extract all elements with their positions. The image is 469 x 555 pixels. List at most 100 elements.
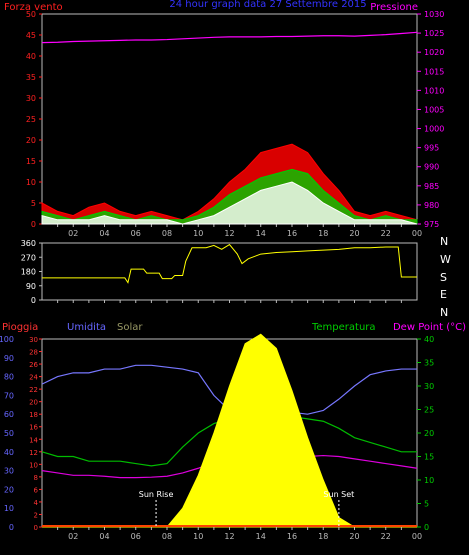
pressure-tick-label: 980 (424, 201, 439, 210)
sun-set-label: Sun Set (323, 490, 354, 499)
temperature-axis-label: Temperatura (311, 322, 376, 333)
wind-tick-label: 50 (26, 10, 36, 19)
temperature-tick-label: 0 (424, 523, 429, 532)
wind-direction-line (42, 243, 417, 284)
wind-tick-label: 40 (26, 52, 36, 61)
wind-tick-label: 5 (31, 199, 36, 208)
rain-tick-label: 20 (29, 399, 38, 407)
humidity-tick-label: 100 (0, 335, 14, 344)
rain-tick-label: 6 (34, 486, 39, 494)
x-tick-label: 22 (381, 229, 391, 238)
temperature-tick-label: 5 (424, 500, 429, 509)
climate-panel: Pioggia Umidita Solar Temperatura Dew Po… (0, 322, 466, 541)
temperature-tick-label: 10 (424, 476, 434, 485)
x-tick-label: 20 (349, 229, 359, 238)
x-tick-label: 04 (99, 229, 109, 238)
rain-tick-label: 14 (29, 436, 38, 444)
x-tick-label: 02 (68, 229, 78, 238)
wind-tick-label: 35 (26, 73, 36, 82)
wind-pressure-panel: Forza vento 24 hour graph data 27 Settem… (4, 0, 444, 238)
temperature-tick-label: 40 (424, 335, 434, 344)
wind-tick-label: 30 (26, 94, 36, 103)
temperature-tick-label: 25 (424, 406, 434, 415)
wind-tick-label: 25 (26, 115, 36, 124)
humidity-tick-label: 80 (4, 373, 14, 382)
pressure-line (41, 31, 418, 44)
temperature-tick-label: 35 (424, 359, 434, 368)
wind-axis-label: Forza vento (4, 2, 63, 13)
humidity-tick-label: 30 (4, 467, 14, 476)
x-tick-label: 08 (162, 532, 172, 541)
x-tick-label: 04 (99, 532, 109, 541)
rain-tick-label: 28 (29, 349, 38, 357)
rain-tick-label: 26 (29, 361, 38, 369)
chart-title: 24 hour graph data 27 Settembre 2015 (169, 0, 366, 10)
humidity-axis-label: Umidita (67, 322, 106, 333)
x-tick-label: 20 (349, 532, 359, 541)
wind-tick-label: 10 (26, 178, 36, 187)
x-tick-label: 12 (224, 532, 234, 541)
humidity-tick-label: 0 (9, 523, 14, 532)
humidity-tick-label: 10 (4, 504, 14, 513)
wind-series-2 (41, 181, 418, 225)
rain-tick-label: 10 (29, 461, 38, 469)
wind-tick-label: 15 (26, 157, 36, 166)
rain-tick-label: 16 (29, 424, 38, 432)
x-tick-label: 22 (381, 532, 391, 541)
temperature-tick-label: 30 (424, 382, 434, 391)
wind-tick-label: 45 (26, 31, 36, 40)
compass-label: E (440, 288, 447, 301)
rain-tick-label: 0 (34, 524, 38, 532)
rain-tick-label: 30 (29, 336, 38, 344)
humidity-tick-label: 40 (4, 448, 14, 457)
pressure-tick-label: 1005 (424, 105, 444, 114)
rain-tick-label: 18 (29, 411, 38, 419)
direction-panel-frame (41, 242, 418, 301)
x-tick-label: 18 (318, 532, 328, 541)
rain-axis-label: Pioggia (2, 322, 38, 333)
direction-tick-label: 180 (21, 268, 36, 277)
solar-axis-label: Solar (117, 322, 143, 333)
humidity-tick-label: 90 (4, 354, 14, 363)
pressure-axis-label: Pressione (370, 2, 418, 13)
x-tick-label: 16 (287, 532, 297, 541)
direction-tick-label: 270 (21, 253, 36, 262)
rain-tick-label: 8 (34, 474, 38, 482)
compass-label: S (440, 271, 447, 284)
x-tick-label: 02 (68, 532, 78, 541)
pressure-tick-label: 975 (424, 220, 439, 229)
pressure-tick-label: 995 (424, 144, 439, 153)
rain-tick-label: 24 (29, 374, 38, 382)
pressure-tick-label: 1030 (424, 10, 444, 19)
temperature-tick-label: 20 (424, 429, 434, 438)
x-tick-label: 18 (318, 229, 328, 238)
x-tick-label: 08 (162, 229, 172, 238)
pressure-tick-label: 1025 (424, 29, 444, 38)
pressure-tick-label: 1015 (424, 67, 444, 76)
wind-tick-label: 0 (31, 220, 36, 229)
rain-tick-label: 2 (34, 511, 38, 519)
compass-label: W (440, 253, 451, 266)
x-tick-label: 16 (287, 229, 297, 238)
humidity-tick-label: 50 (4, 429, 14, 438)
direction-tick-label: 90 (26, 282, 36, 291)
x-tick-label: 14 (256, 229, 266, 238)
x-tick-label: 12 (224, 229, 234, 238)
x-tick-label: 06 (131, 532, 141, 541)
direction-tick-label: 360 (21, 239, 36, 248)
direction-tick-label: 0 (31, 296, 36, 305)
solar-area (42, 333, 417, 528)
pressure-tick-label: 1000 (424, 125, 444, 134)
temperature-tick-label: 15 (424, 453, 434, 462)
wind-tick-label: 20 (26, 136, 36, 145)
x-tick-label: 10 (193, 229, 203, 238)
rain-tick-label: 4 (34, 499, 39, 507)
dewpoint-axis-label: Dew Point (°C) (393, 322, 466, 333)
pressure-tick-label: 985 (424, 182, 439, 191)
pressure-tick-label: 1020 (424, 48, 444, 57)
humidity-tick-label: 20 (4, 485, 14, 494)
pressure-tick-label: 990 (424, 163, 439, 172)
compass-label: N (440, 306, 448, 319)
